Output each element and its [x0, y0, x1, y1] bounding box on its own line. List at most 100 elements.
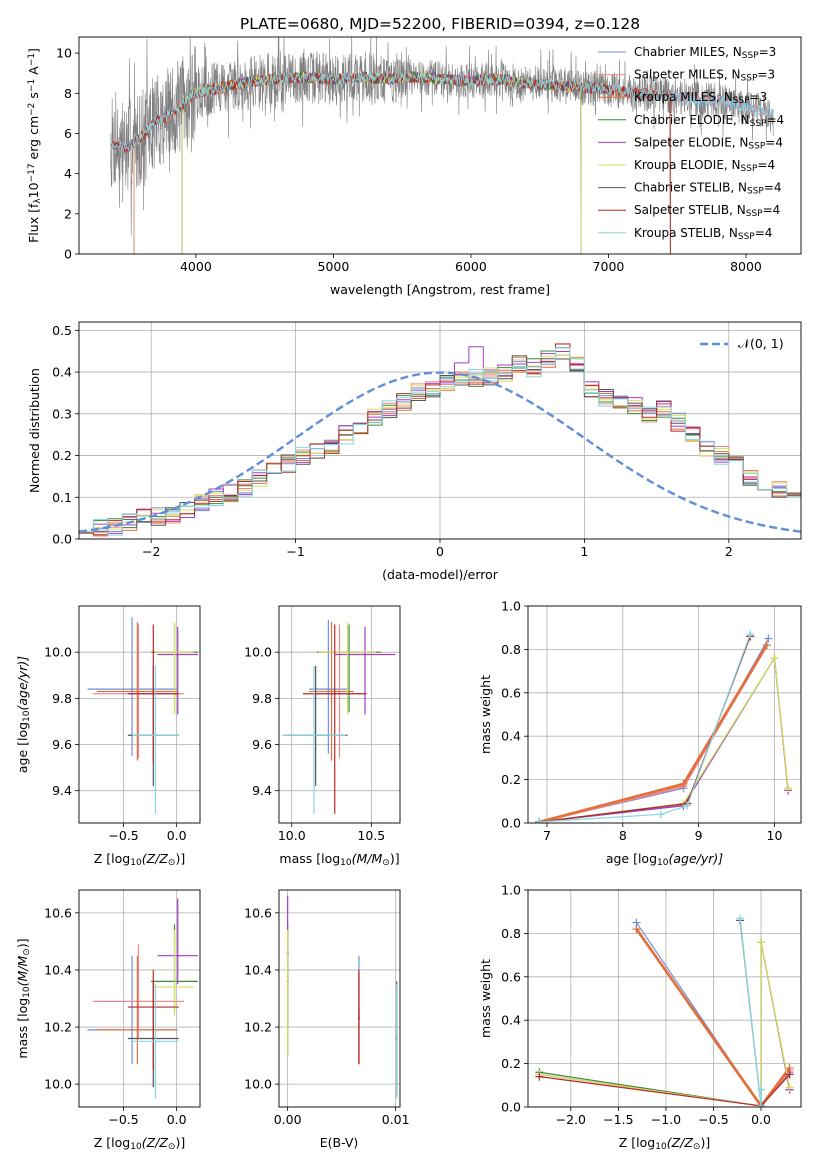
mass-vs-extinction-panel: 0.00 0.01 10.0 10.2 10.4 10.6 E(B-V): [244, 889, 410, 1150]
axes-frame: 10.0 10.5 9.4 9.6 9.8 10.0 mass [log10(M/M⊙)]: [244, 605, 401, 868]
label-part: age [log: [15, 722, 30, 773]
y-tick-label: 0.2: [52, 448, 72, 463]
label-part: N: [732, 68, 741, 82]
weight-marker-kroupa-elodie: [784, 784, 793, 793]
plot-area: [535, 914, 794, 1107]
y-tick-label: 0.4: [501, 729, 521, 744]
error-bar-salpeter-stelib: [127, 969, 179, 1070]
label-part: SSP: [742, 51, 759, 61]
y-tick-label: 0.4: [501, 1013, 521, 1028]
label-part: SSP: [741, 74, 758, 84]
y-tick-label: 10.2: [244, 1020, 272, 1035]
label-part: =4: [764, 181, 782, 195]
legend: Chabrier MILES, NSSP=3 Salpeter MILES, NS…: [598, 45, 784, 242]
label-part: N: [738, 181, 747, 195]
x-axis-label: age [log10(age/yr)]: [606, 851, 723, 868]
axes-frame: −2.0 −1.5 −1.0 −0.5 0.0 0.0 0.2 0.4 0.6 0.8 1.0 Z […: [478, 883, 802, 1152]
mass-weight-vs-metallicity-panel: −2.0 −1.5 −1.0 −0.5 0.0 0.0 0.2 0.4 0.6 0.8 1.0 Z […: [478, 883, 802, 1152]
y-tick-label: 8: [64, 86, 72, 101]
y-tick-label: 10.4: [44, 962, 72, 977]
plot-area: [87, 617, 198, 814]
axes-border: [527, 889, 802, 1108]
weight-marker-kroupa-stelib: [535, 817, 544, 823]
label-part: ⊙: [168, 1142, 176, 1152]
label-part: =3: [759, 45, 777, 59]
x-tick-label: −0.5: [108, 828, 138, 843]
error-bar-salpeter-elodie: [157, 898, 198, 985]
x-tick-label: −0.5: [698, 1112, 728, 1127]
error-bar-salpeter-stelib: [357, 969, 361, 1065]
axes-frame: −2 −1 0 1 2 0.0 0.1 0.2 0.3 0.4 0.5 𝒩(0, 1) (data-mo…: [27, 321, 802, 582]
error-bar-kroupa-stelib: [282, 666, 346, 814]
legend-label-salpeter-miles: Salpeter MILES, NSSP=3: [634, 68, 775, 84]
y-tick-label: 1.0: [501, 599, 521, 614]
label-part: Salpeter STELIB,: [634, 203, 737, 217]
y-tick-label: 9.4: [252, 783, 272, 798]
error-bar-kroupa-elodie: [155, 929, 194, 1016]
point-marker: [286, 985, 289, 989]
point-marker: [152, 692, 155, 695]
y-tick-label: 1.0: [501, 883, 521, 898]
y-tick-label: 10: [56, 46, 72, 61]
x-tick-label: 9: [695, 828, 703, 843]
label-part: −1: [27, 53, 37, 66]
plot-area: [87, 898, 198, 1099]
y-tick-label: 10.6: [244, 905, 272, 920]
point-marker: [176, 653, 179, 656]
label-part: =4: [755, 226, 773, 240]
y-tick-label: 4: [64, 166, 72, 181]
model-line-kroupa-stelib: [110, 71, 774, 152]
point-marker: [395, 1040, 398, 1043]
label-part: )]: [15, 938, 30, 948]
weight-marker-salpeter-stelib: [535, 1072, 544, 1081]
y-tick-label: 0.8: [501, 642, 521, 657]
label-part: Z [log: [94, 1135, 130, 1150]
label-part: ⊙: [693, 1142, 701, 1152]
y-tick-label: 0.6: [501, 685, 521, 700]
label-part: Kroupa MILES,: [634, 90, 724, 104]
y-tick-label: 9.8: [252, 691, 272, 706]
point-marker: [130, 688, 134, 691]
error-bar-kroupa-elodie: [155, 622, 194, 715]
legend-label-salpeter-elodie: Salpeter ELODIE, NSSP=4: [634, 135, 783, 151]
axes-frame: −0.5 0.09.49.69.810.0Z [log10(Z/Z⊙)]age […: [15, 605, 201, 868]
error-bar-kroupa-stelib: [395, 984, 398, 1099]
axes-border: [78, 889, 201, 1108]
label-part: 10: [655, 1142, 667, 1152]
y-tick-label: 0.1: [52, 490, 72, 505]
weight-marker-kroupa-stelib: [757, 1085, 766, 1094]
legend-label-salpeter-stelib: Salpeter STELIB, NSSP=4: [634, 203, 780, 219]
error-bar-kroupa-stelib: [132, 666, 179, 814]
weight-marker-kroupa-elodie: [757, 938, 766, 947]
legend-label-chabrier-miles: Chabrier MILES, NSSP=3: [634, 45, 776, 61]
label-part: s: [26, 92, 41, 103]
y-tick-label: 10.4: [244, 962, 272, 977]
axes-frame: 4000 5000 6000 7000 8000 0 2 4 6 8 10 wavelength [A…: [26, 36, 802, 297]
y-tick-label: 0.8: [501, 926, 521, 941]
label-part: =4: [766, 113, 784, 127]
y-tick-label: 6: [64, 126, 72, 141]
label-part: 10: [26, 182, 41, 198]
plot-area: [282, 619, 396, 814]
x-tick-label: 0: [436, 544, 444, 559]
label-part: (age/yr)]: [15, 656, 30, 711]
x-axis-label: E(B-V): [320, 1135, 359, 1150]
weight-marker-kroupa-stelib: [757, 1101, 766, 1107]
label-part: N: [739, 135, 748, 149]
label-part: SSP: [748, 142, 765, 152]
label-part: age [log: [606, 851, 657, 866]
axes-border: [278, 605, 401, 824]
x-tick-label: −0.5: [108, 1112, 138, 1127]
y-tick-label: 0.2: [501, 1056, 521, 1071]
point-marker: [357, 1017, 361, 1020]
y-tick-label: 0: [64, 247, 72, 262]
legend-label-chabrier-stelib: Chabrier STELIB, NSSP=4: [634, 181, 782, 197]
point-marker: [176, 954, 179, 957]
label-part: N: [732, 158, 741, 172]
point-marker: [154, 734, 157, 737]
label-part: SSP: [738, 232, 755, 242]
grid-lines: [79, 890, 200, 1107]
label-part: SSP: [733, 96, 750, 106]
